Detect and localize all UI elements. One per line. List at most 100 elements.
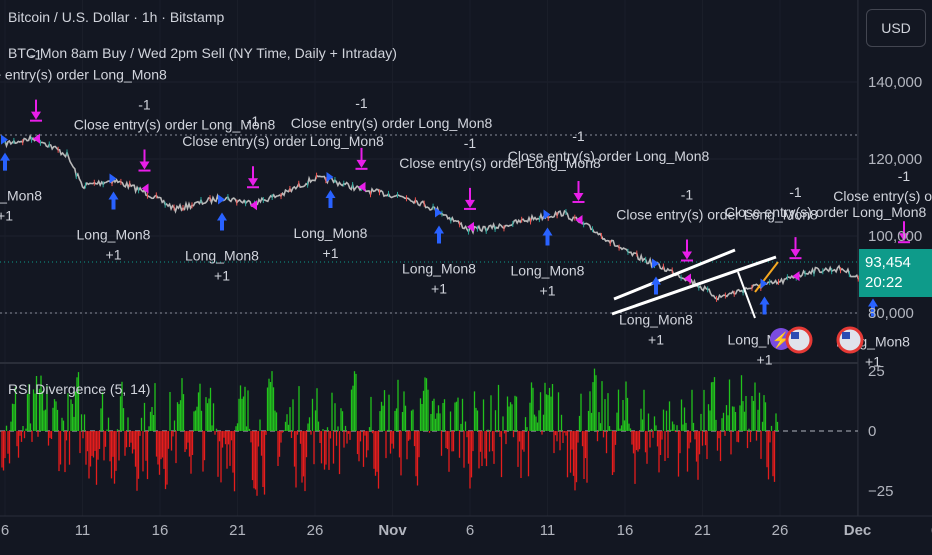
time-tick-label: 26: [307, 522, 324, 539]
buy-arrow: [217, 212, 227, 231]
buy-triangle: [109, 173, 117, 184]
buy-triangle: [652, 258, 659, 269]
buy-qty: +1: [431, 280, 447, 296]
us-flag-canton: [791, 332, 799, 339]
time-tick-label: Nov: [378, 522, 407, 539]
buy-triangle: [435, 207, 442, 218]
sell-triangle: [575, 214, 583, 225]
rebound-arrow: [754, 261, 779, 293]
us-flag-icon: [785, 326, 813, 354]
buy-triangle: [1, 134, 8, 145]
sell-label: Close entry(s) order Long_Mon8: [508, 148, 710, 164]
sell-arrow: [790, 237, 801, 258]
sell-label: Close entry(s) order Long_Mon8: [291, 115, 493, 131]
buy-arrow: [0, 152, 10, 171]
time-tick-label: 21: [694, 522, 711, 539]
time-tick-label: 26: [772, 522, 789, 539]
buy-arrow: [868, 298, 878, 317]
sell-label: Close entry(s) order Long_Mon8: [725, 204, 927, 220]
buy-label: Long_Mon8: [619, 311, 693, 327]
buy-label: Long_Mon8: [402, 260, 476, 276]
time-tick-label: 21: [229, 522, 246, 539]
rsi-indicator-title: RSI Divergence (5, 14): [8, 381, 151, 397]
buy-qty: +1: [106, 247, 122, 263]
sell-label: Close entry(s) order Long_Mon8: [182, 133, 384, 149]
price-line: [4, 133, 905, 301]
sell-label: Close entry(s) order Long_Mon8: [74, 117, 276, 133]
sell-arrow: [682, 239, 692, 260]
buy-label: Long_Mon8: [294, 225, 368, 241]
buy-triangle: [543, 209, 551, 220]
sell-label: Close entry(s) order Long_Mon8: [399, 155, 601, 171]
us-flag-icon: [836, 326, 864, 354]
buy-qty: +1: [0, 208, 13, 224]
y-axis-labels: 80,000 100,000 120,000 140,000 25 0 −25: [868, 74, 922, 500]
price-tick-label: 120,000: [868, 151, 922, 168]
buy-triangle: [218, 194, 225, 205]
channel-lower-line: [611, 255, 777, 316]
buy-arrow: [759, 296, 770, 315]
rsi-tick-label: 0: [868, 423, 876, 440]
sell-arrow: [31, 99, 41, 120]
buy-qty: +1: [648, 331, 664, 347]
buy-label: Long_Mon8: [511, 262, 585, 278]
sell-triangle: [467, 221, 474, 232]
time-tick-label: 16: [152, 522, 169, 539]
sell-qty: -1: [355, 95, 368, 111]
last-price-value: 93,454: [865, 254, 911, 271]
buy-qty: +1: [540, 282, 556, 298]
buy-label: Long_Mon8: [185, 247, 259, 263]
buy-arrow: [325, 189, 336, 208]
sell-arrow: [465, 187, 475, 208]
sell-triangle: [33, 133, 40, 144]
time-tick-label: 6: [466, 522, 474, 539]
price-tick-label: 140,000: [868, 74, 922, 91]
last-price-badge: 93,454 20:22: [859, 249, 932, 297]
buy-arrow: [108, 191, 119, 210]
sell-triangle: [684, 273, 691, 284]
breakdown-line: [737, 271, 756, 319]
sell-triangle: [358, 181, 366, 192]
buy-qty: +1: [865, 353, 881, 369]
time-tick-label: 16: [617, 522, 634, 539]
buy-arrow: [651, 276, 661, 295]
sell-qty: -1: [138, 97, 151, 113]
currency-button[interactable]: USD: [866, 9, 926, 47]
rsi-tick-label: 25: [868, 363, 885, 380]
sell-qty: -1: [247, 113, 260, 129]
time-tick-label: 11: [540, 522, 556, 539]
sell-triangle: [250, 200, 257, 211]
buy-label: Long_Mon8: [0, 188, 42, 204]
buy-qty: +1: [323, 245, 339, 261]
sell-arrow: [139, 149, 150, 170]
sell-qty: -1: [30, 47, 43, 63]
sell-arrow: [899, 221, 909, 242]
symbol-title: Bitcoin / U.S. Dollar · 1h · Bitstamp: [8, 9, 225, 25]
bar-countdown: 20:22: [865, 274, 903, 291]
buy-arrow: [542, 227, 553, 246]
rsi-bars: [1, 368, 779, 496]
sell-arrow: [356, 147, 367, 168]
buy-triangle: [760, 278, 768, 289]
sell-arrow: [248, 166, 258, 187]
sell-triangle: [792, 271, 800, 282]
price-tick-label: 100,000: [868, 228, 922, 245]
sell-triangle: [141, 183, 149, 194]
sell-label: Close entry(s) order Long_Mon8: [833, 188, 932, 204]
us-flag-canton: [842, 332, 850, 339]
sell-qty: -1: [789, 184, 802, 200]
time-tick-label: 6: [931, 522, 932, 539]
flash-icon-glyph: ⚡: [772, 331, 791, 349]
sell-label: Close entry(s) order Long_Mon8: [0, 67, 167, 83]
buy-triangle: [326, 171, 334, 182]
sell-qty: -1: [572, 128, 585, 144]
sell-arrow: [573, 180, 584, 201]
time-tick-label: 6: [1, 522, 9, 539]
buy-qty: +1: [757, 352, 773, 368]
sell-qty: -1: [464, 135, 477, 151]
sell-qty: -1: [898, 168, 911, 184]
channel-upper-line: [613, 248, 736, 301]
